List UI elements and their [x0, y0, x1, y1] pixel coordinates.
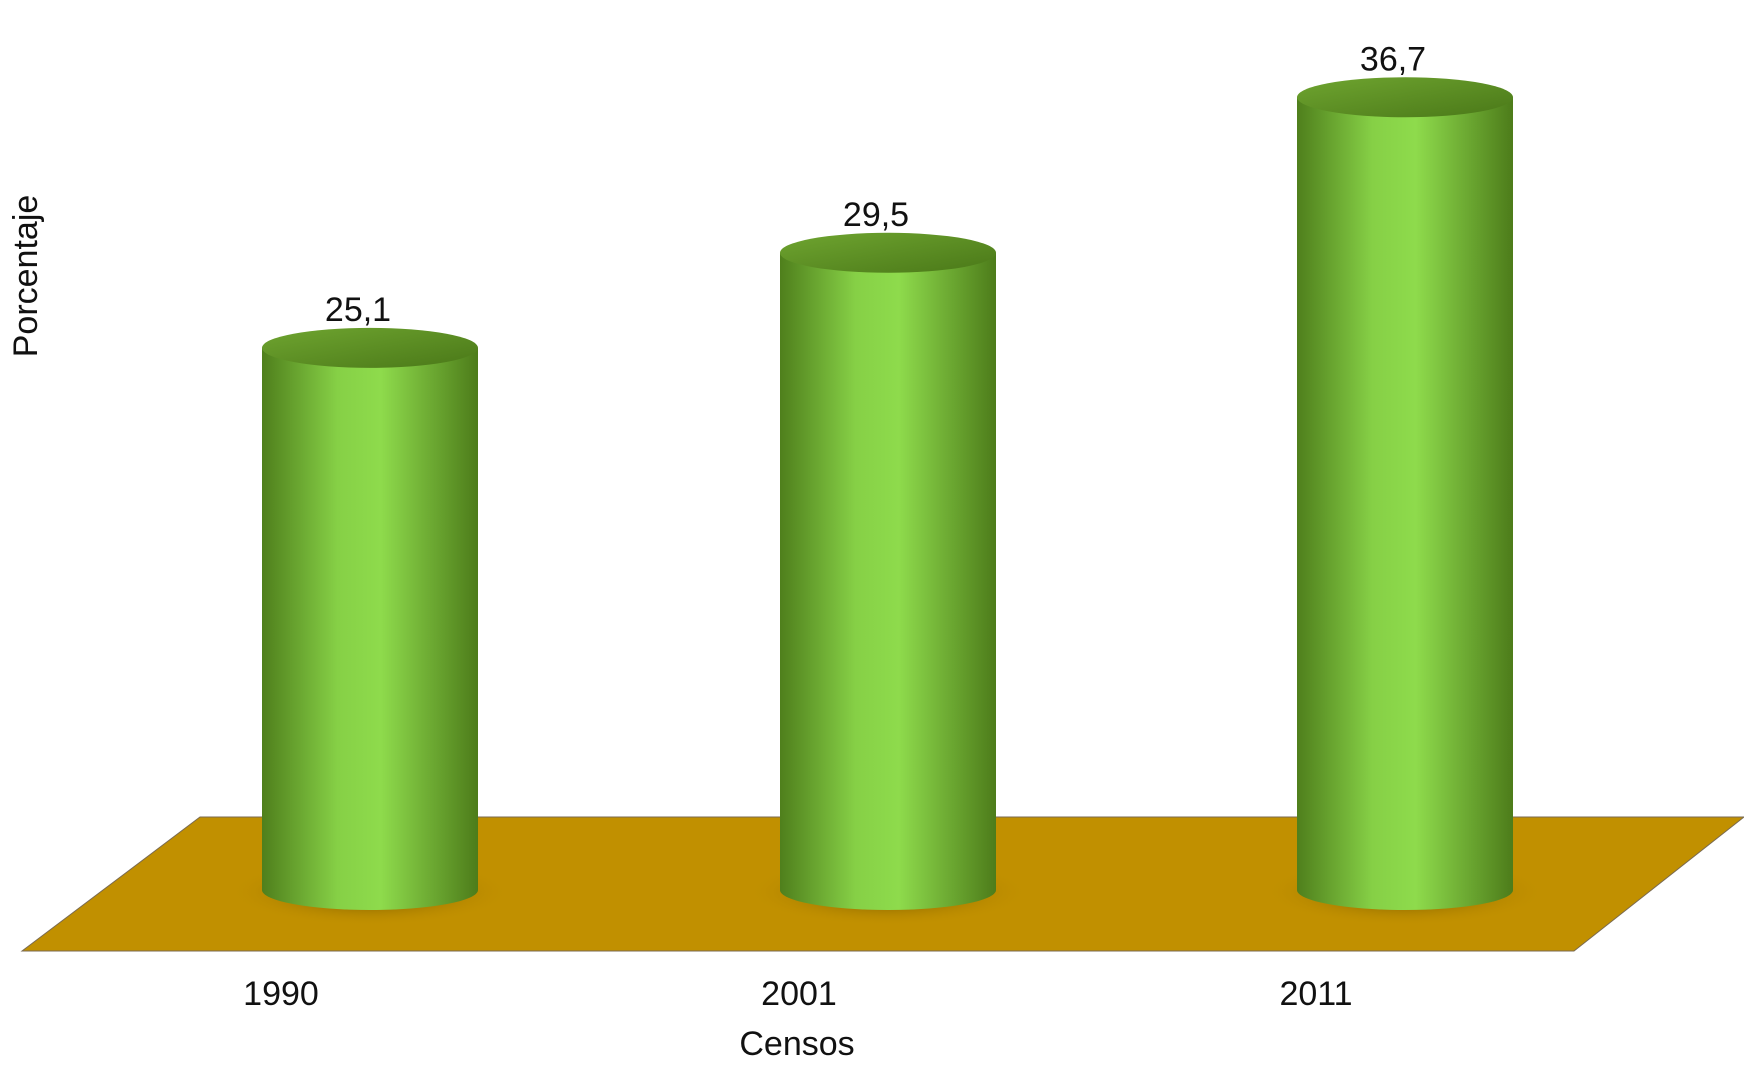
- x-axis-label: Censos: [739, 1025, 854, 1063]
- bars: [230, 77, 1545, 926]
- bar: [1297, 97, 1513, 910]
- x-tick-label: 2011: [1279, 975, 1352, 1013]
- value-label: 25,1: [325, 291, 391, 329]
- bar-top: [1297, 77, 1513, 118]
- bar: [262, 347, 478, 910]
- bar: [780, 252, 996, 911]
- x-tick-label: 2001: [761, 975, 837, 1013]
- value-label: 29,5: [843, 196, 909, 234]
- bar-top: [780, 232, 996, 273]
- bar-top: [262, 327, 478, 368]
- x-tick-label: 1990: [243, 975, 319, 1013]
- y-axis-label: Porcentaje: [7, 195, 45, 358]
- value-label: 36,7: [1360, 40, 1426, 78]
